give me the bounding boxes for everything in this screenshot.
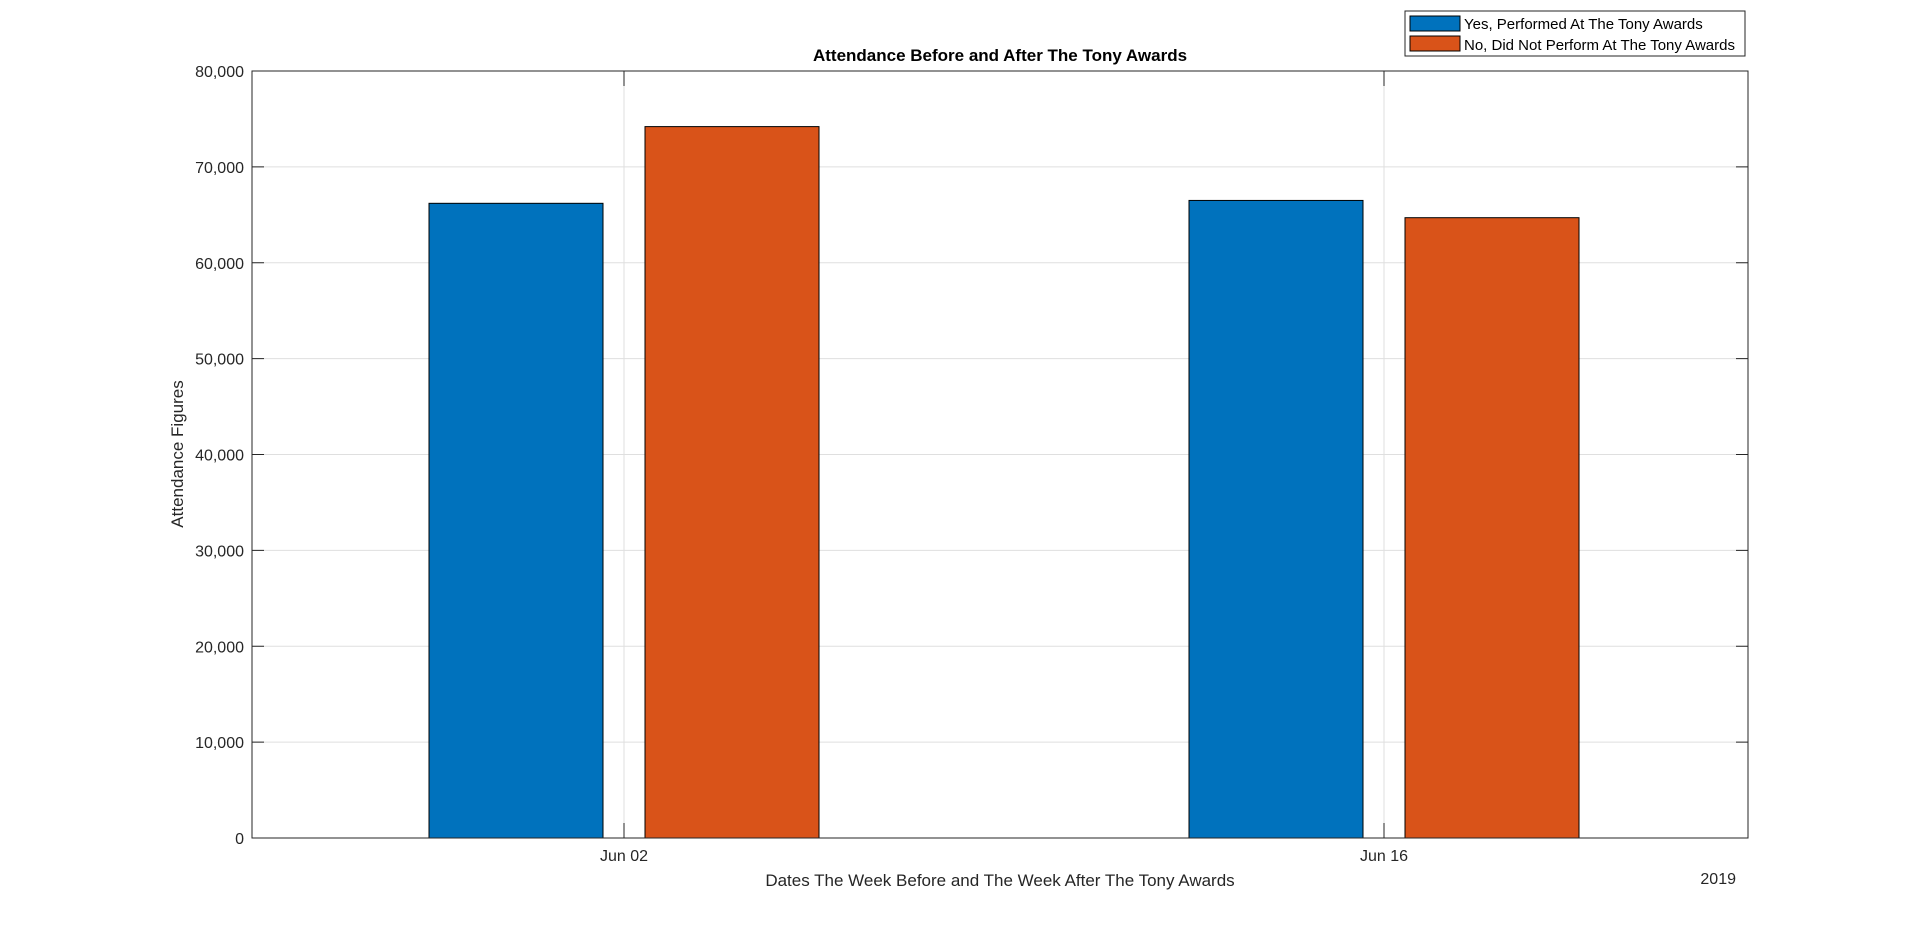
bar-yes-jun-16 <box>1188 199 1364 839</box>
x-tick-label: Jun 02 <box>600 848 648 865</box>
bar-yes-jun-02 <box>428 202 604 839</box>
y-tick-label: 50,000 <box>195 352 244 369</box>
legend-item-no: No, Did Not Perform At The Tony Awards <box>1409 35 1735 54</box>
legend-item-yes: Yes, Performed At The Tony Awards <box>1409 15 1703 33</box>
y-axis-ticks: 0 10,000 20,000 30,000 40,000 50,000 60,000 70,… <box>195 64 1748 848</box>
chart-title: Attendance Before and After The Tony Awa… <box>813 46 1187 65</box>
bars <box>428 126 1580 839</box>
y-tick-label: 30,000 <box>195 543 244 560</box>
y-axis-label: Attendance Figures <box>168 380 187 527</box>
legend-swatch-no <box>1409 35 1461 52</box>
x-tick-label: Jun 16 <box>1360 848 1408 865</box>
legend-swatch-yes <box>1409 15 1461 32</box>
x-axis-label: Dates The Week Before and The Week After… <box>765 871 1234 890</box>
y-tick-label: 40,000 <box>195 448 244 465</box>
y-tick-label: 20,000 <box>195 639 244 656</box>
legend: Yes, Performed At The Tony Awards No, Di… <box>1404 10 1746 57</box>
bar-no-jun-02 <box>644 126 820 839</box>
y-tick-label: 80,000 <box>195 64 244 81</box>
y-tick-label: 10,000 <box>195 735 244 752</box>
y-tick-label: 60,000 <box>195 256 244 273</box>
x-axis-year-label: 2019 <box>1700 871 1736 888</box>
bar-no-jun-16 <box>1404 217 1580 839</box>
y-tick-label: 70,000 <box>195 160 244 177</box>
y-tick-label: 0 <box>235 831 244 848</box>
legend-box <box>1404 10 1746 57</box>
legend-label-no: No, Did Not Perform At The Tony Awards <box>1464 37 1735 54</box>
x-axis-ticks: Jun 02 Jun 16 <box>600 71 1408 865</box>
legend-label-yes: Yes, Performed At The Tony Awards <box>1464 16 1703 33</box>
